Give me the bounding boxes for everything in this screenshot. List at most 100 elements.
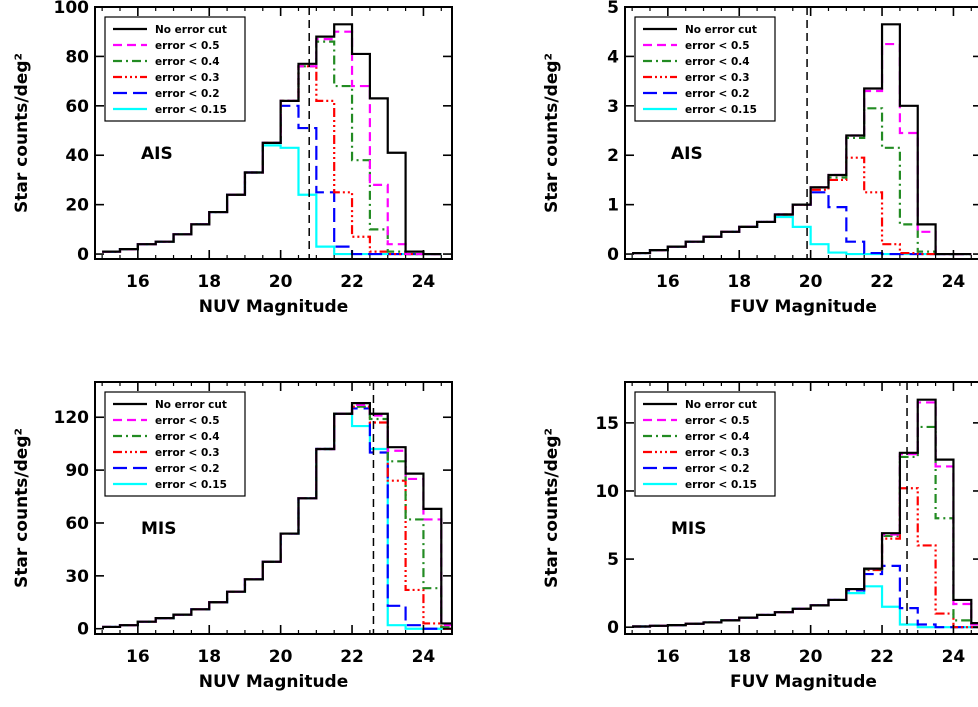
series-error-0-3 xyxy=(632,487,978,629)
x-axis-title: NUV Magnitude xyxy=(199,672,349,692)
legend-label: error < 0.15 xyxy=(155,479,227,491)
series-no-error-cut xyxy=(632,23,972,256)
x-tick-label: 20 xyxy=(269,272,293,292)
y-tick-label: 15 xyxy=(595,414,619,434)
legend-label: error < 0.5 xyxy=(155,415,220,427)
legend: No error cut error < 0.5 error < 0.4 error … xyxy=(634,391,776,497)
legend-label: error < 0.5 xyxy=(685,415,750,427)
y-tick-label: 20 xyxy=(65,196,89,216)
plot-frame xyxy=(624,381,978,635)
y-tick-label: 40 xyxy=(65,146,89,166)
x-tick-label: 16 xyxy=(656,647,680,667)
legend-label: error < 0.2 xyxy=(155,463,220,475)
x-tick-label: 18 xyxy=(197,647,221,667)
legend-label: error < 0.3 xyxy=(685,447,750,459)
y-tick-label: 0 xyxy=(607,618,619,638)
x-tick-label: 22 xyxy=(870,272,894,292)
legend-label: error < 0.2 xyxy=(685,88,750,100)
y-tick-label: 0 xyxy=(77,620,89,640)
legend-label: error < 0.15 xyxy=(155,104,227,116)
x-tick-label: 16 xyxy=(126,272,150,292)
legend-label: error < 0.15 xyxy=(685,104,757,116)
x-tick-label: 22 xyxy=(340,647,364,667)
legend-label: error < 0.5 xyxy=(685,40,750,52)
survey-annotation: AIS xyxy=(141,144,173,164)
x-tick-label: 24 xyxy=(412,272,436,292)
y-tick-label: 5 xyxy=(607,550,619,570)
series-error-0-3 xyxy=(102,65,442,256)
x-axis-title: FUV Magnitude xyxy=(730,297,877,317)
x-tick-label: 20 xyxy=(269,647,293,667)
x-tick-label: 24 xyxy=(942,272,966,292)
y-axis-title: Star counts/deg² xyxy=(12,53,32,213)
x-tick-label: 20 xyxy=(799,272,823,292)
legend-label: error < 0.3 xyxy=(685,72,750,84)
legend-label: error < 0.4 xyxy=(685,431,750,443)
y-tick-label: 100 xyxy=(54,0,90,18)
series-no-error-cut xyxy=(102,402,452,629)
legend-label: error < 0.4 xyxy=(685,56,750,68)
y-tick-label: 0 xyxy=(607,245,619,265)
legend-box xyxy=(634,391,776,497)
series-error-0-2 xyxy=(102,104,442,256)
fuv-mis-panel: 16 18 20 22 24 0 5 10 15 FUV Magnitude Star counts… xyxy=(542,381,978,692)
y-tick-label: 4 xyxy=(607,47,619,67)
legend-label: No error cut xyxy=(155,24,227,36)
y-tick-label: 10 xyxy=(595,482,619,502)
nuv-ais-panel: 16 18 20 22 24 0 20 40 60 80 100 NUV Magnitude Star … xyxy=(12,0,453,317)
plot-area xyxy=(632,398,978,629)
y-tick-label: 5 xyxy=(607,0,619,18)
x-tick-label: 18 xyxy=(727,647,751,667)
series-error-0-4 xyxy=(632,107,972,256)
legend-label: error < 0.4 xyxy=(155,56,220,68)
y-axis-title: Star counts/deg² xyxy=(542,53,562,213)
y-tick-label: 60 xyxy=(65,514,89,534)
y-tick-label: 0 xyxy=(77,245,89,265)
fuv-ais-panel: 16 18 20 22 24 0 1 2 3 4 5 FUV Magnitude Star counts… xyxy=(542,0,978,317)
plot-frame xyxy=(624,6,978,260)
legend-label: error < 0.2 xyxy=(685,463,750,475)
legend: No error cut error < 0.5 error < 0.4 error … xyxy=(104,391,246,497)
legend-label: error < 0.3 xyxy=(155,447,220,459)
series-no-error-cut xyxy=(102,23,442,256)
series-no-error-cut xyxy=(632,398,978,628)
legend: No error cut error < 0.5 error < 0.4 error … xyxy=(634,16,776,122)
y-tick-label: 120 xyxy=(54,408,90,428)
y-tick-label: 80 xyxy=(65,47,89,67)
y-tick-label: 2 xyxy=(607,146,619,166)
x-tick-label: 16 xyxy=(656,272,680,292)
nuv-mis-panel: 16 18 20 22 24 0 30 60 90 120 NUV Magnitude Star co… xyxy=(12,381,453,692)
series-error-0-2 xyxy=(632,564,978,629)
x-axis-title: FUV Magnitude xyxy=(730,672,877,692)
plot-area xyxy=(102,23,442,256)
x-tick-label: 16 xyxy=(126,647,150,667)
series-error-0-2 xyxy=(632,191,972,256)
legend-box xyxy=(104,391,246,497)
y-tick-label: 3 xyxy=(607,97,619,117)
legend-label: No error cut xyxy=(155,399,227,411)
legend: No error cut error < 0.5 error < 0.4 error … xyxy=(104,16,246,122)
y-axis-title: Star counts/deg² xyxy=(12,428,32,588)
legend-label: No error cut xyxy=(685,399,757,411)
x-tick-label: 18 xyxy=(197,272,221,292)
legend-label: No error cut xyxy=(685,24,757,36)
plot-area xyxy=(102,402,452,630)
plot-frame xyxy=(94,381,453,635)
y-axis-title: Star counts/deg² xyxy=(542,428,562,588)
survey-annotation: MIS xyxy=(141,519,177,539)
x-tick-label: 24 xyxy=(942,647,966,667)
legend-label: error < 0.2 xyxy=(155,88,220,100)
legend-box xyxy=(104,16,246,122)
legend-label: error < 0.5 xyxy=(155,40,220,52)
legend-box xyxy=(634,16,776,122)
legend-label: error < 0.3 xyxy=(155,72,220,84)
x-tick-label: 22 xyxy=(870,647,894,667)
series-error-0-15 xyxy=(632,215,972,256)
survey-annotation: AIS xyxy=(671,144,703,164)
y-tick-label: 1 xyxy=(607,196,619,216)
y-tick-label: 90 xyxy=(65,461,89,481)
series-error-0-15 xyxy=(632,585,978,629)
x-tick-label: 18 xyxy=(727,272,751,292)
x-tick-label: 24 xyxy=(412,647,436,667)
